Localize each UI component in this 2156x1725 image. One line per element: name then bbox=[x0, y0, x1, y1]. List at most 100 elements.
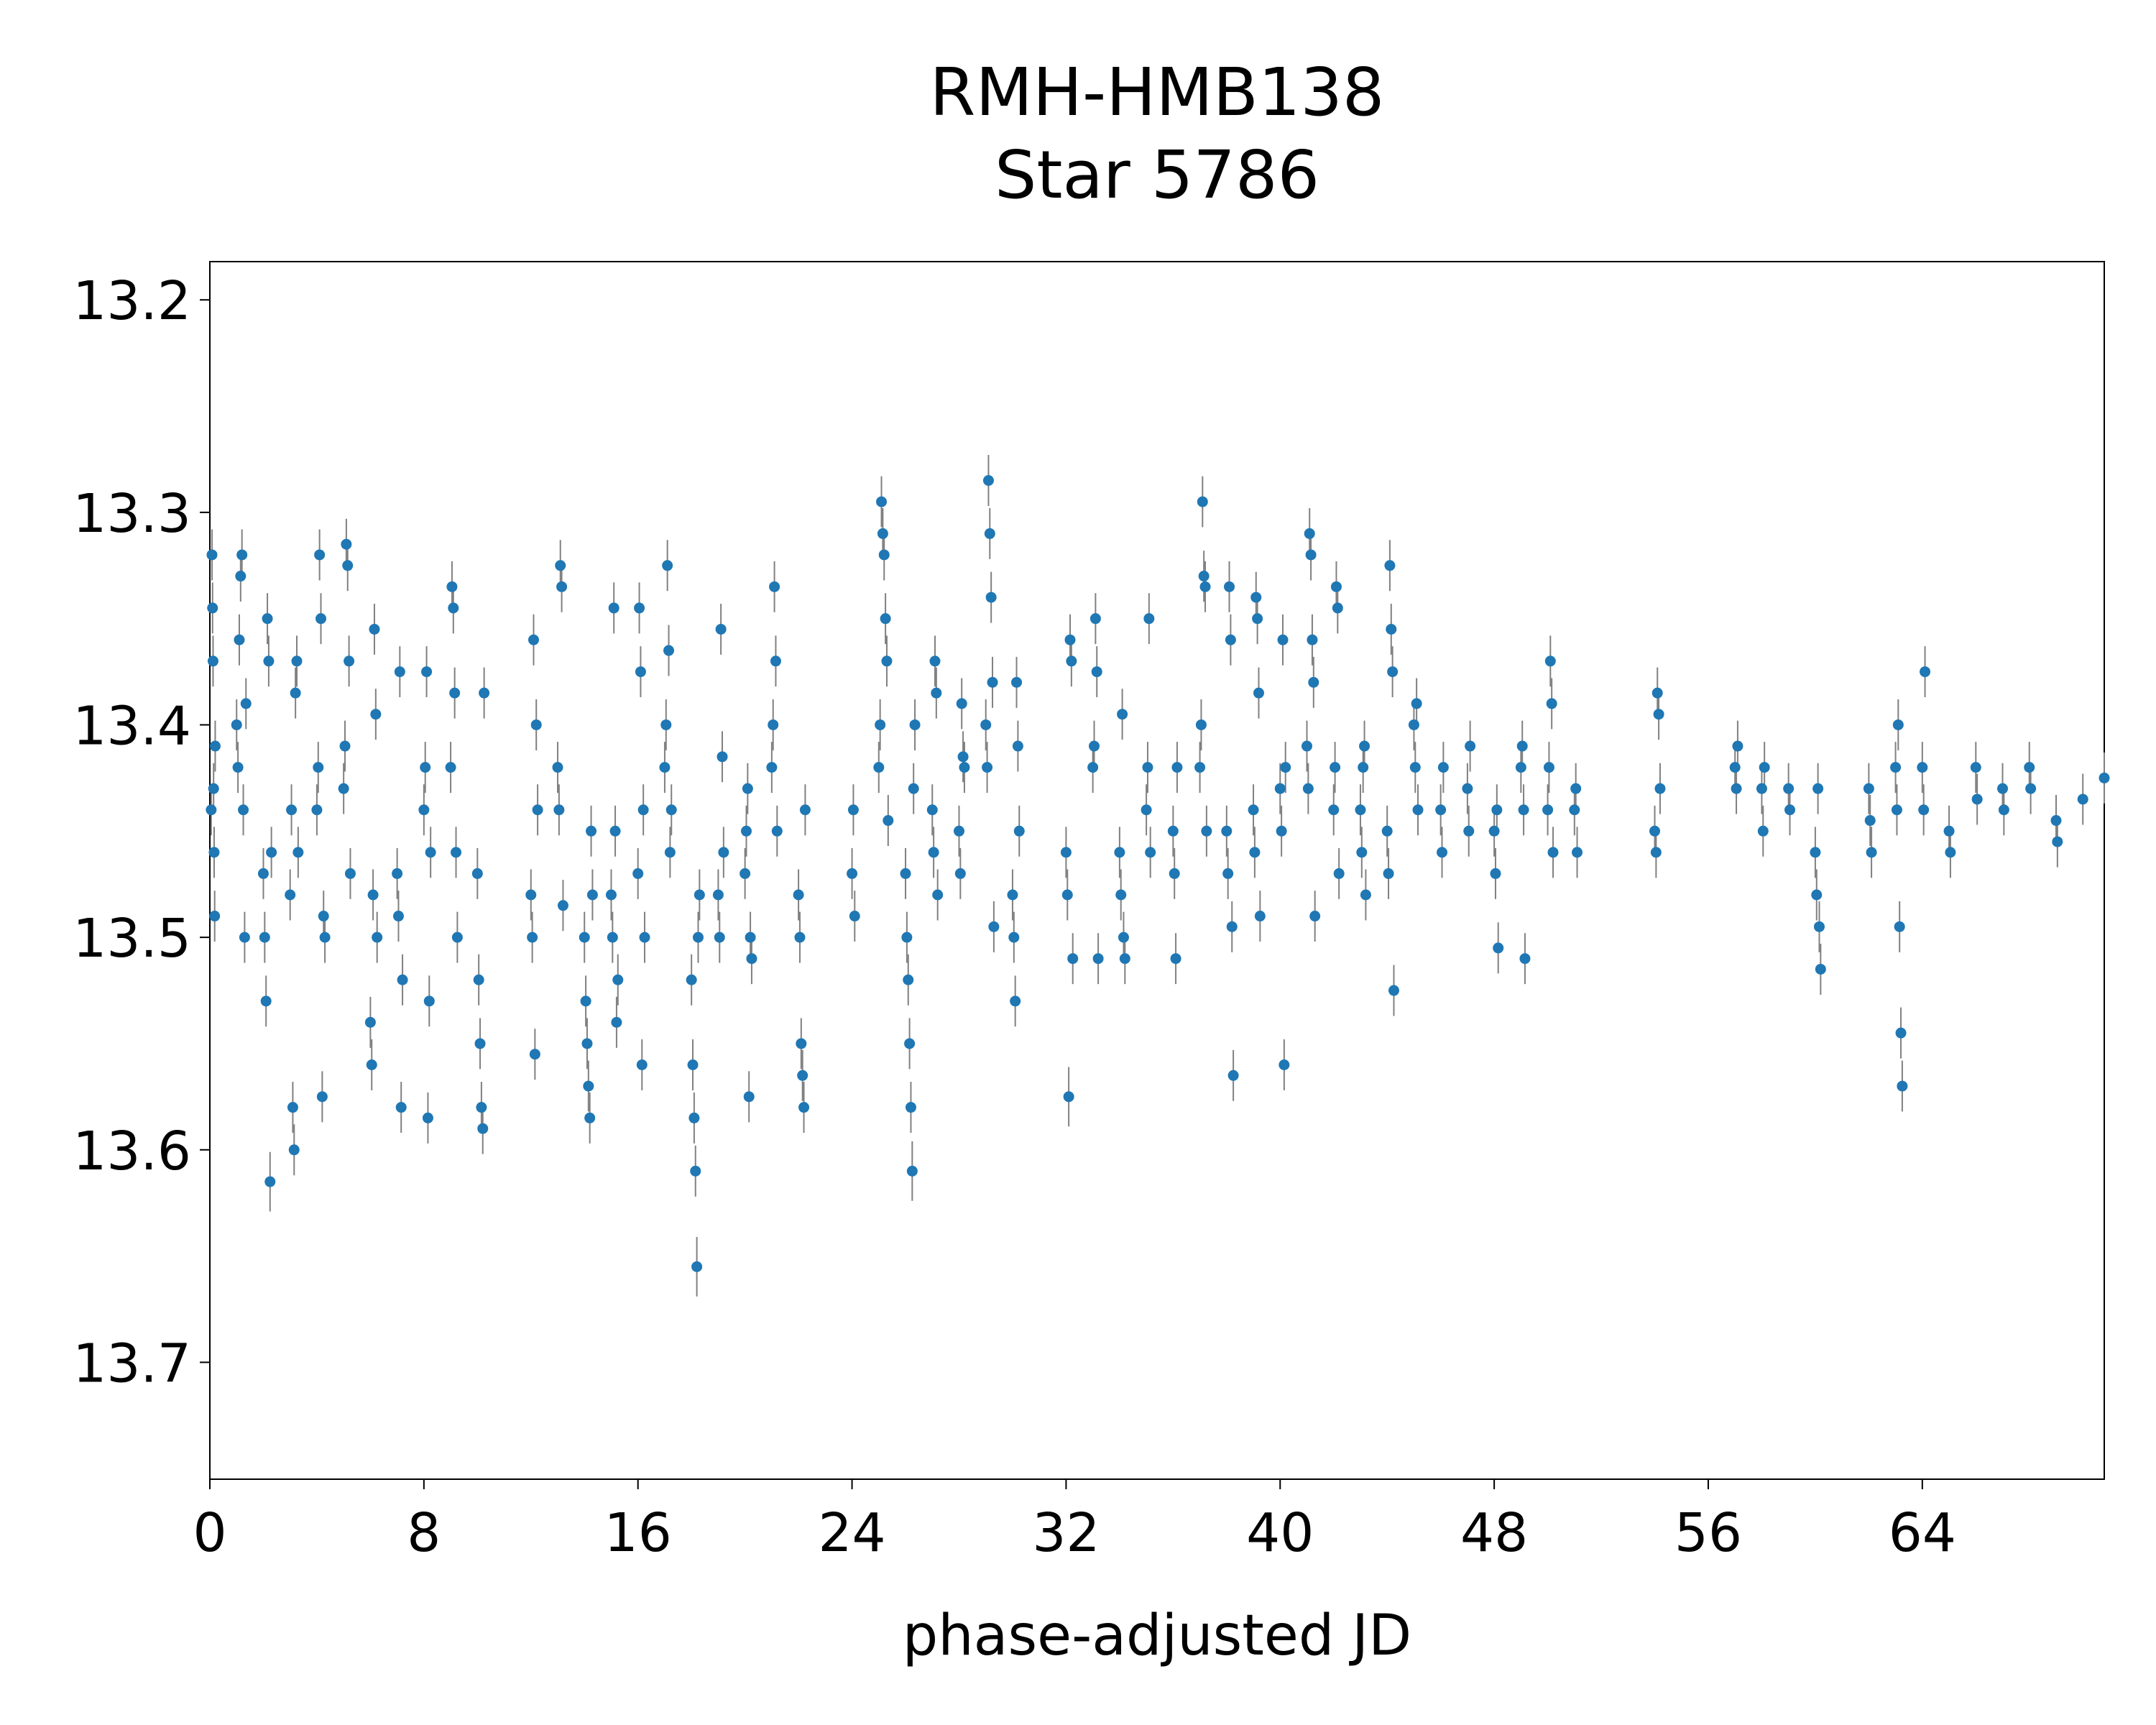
data-point bbox=[1227, 1070, 1239, 1081]
data-point bbox=[314, 549, 326, 561]
data-point bbox=[527, 932, 538, 943]
data-point bbox=[1167, 825, 1179, 837]
data-point bbox=[794, 932, 806, 943]
data-point bbox=[1008, 932, 1020, 943]
data-point bbox=[1971, 794, 1983, 805]
data-point bbox=[847, 868, 858, 879]
data-point bbox=[1248, 804, 1259, 816]
data-point bbox=[1358, 762, 1369, 773]
data-point bbox=[338, 783, 349, 794]
data-point bbox=[529, 1049, 540, 1060]
data-point bbox=[342, 560, 354, 571]
data-point bbox=[344, 868, 356, 879]
data-point bbox=[315, 613, 327, 625]
data-point bbox=[608, 602, 619, 614]
data-point bbox=[287, 1102, 298, 1113]
data-point bbox=[664, 847, 676, 858]
data-point bbox=[715, 623, 727, 635]
data-point bbox=[532, 804, 543, 816]
data-point bbox=[1572, 847, 1583, 858]
chart-title-line-1: RMH-HMB138 bbox=[930, 54, 1385, 131]
data-point bbox=[847, 804, 859, 816]
data-point bbox=[1277, 634, 1289, 645]
data-point bbox=[883, 815, 894, 827]
data-point bbox=[231, 719, 242, 730]
data-point bbox=[660, 719, 672, 730]
data-point bbox=[1435, 804, 1447, 816]
data-point bbox=[1815, 963, 1826, 975]
data-point bbox=[1518, 804, 1529, 816]
data-point bbox=[1115, 889, 1127, 901]
data-point bbox=[286, 804, 298, 816]
data-point bbox=[1252, 613, 1263, 625]
data-point bbox=[636, 1059, 648, 1071]
x-tick-label: 56 bbox=[1674, 1502, 1742, 1564]
data-point bbox=[530, 719, 542, 730]
data-point bbox=[928, 847, 939, 858]
data-point bbox=[1917, 762, 1928, 773]
data-point bbox=[1463, 825, 1475, 837]
data-point bbox=[1279, 1059, 1290, 1071]
data-point bbox=[665, 804, 677, 816]
data-point bbox=[1117, 709, 1128, 720]
data-point bbox=[418, 804, 430, 816]
data-point bbox=[1811, 889, 1823, 901]
data-point bbox=[344, 656, 355, 667]
data-point bbox=[1970, 762, 1981, 773]
data-point bbox=[956, 698, 967, 709]
y-tick-label: 13.2 bbox=[73, 270, 191, 332]
data-point bbox=[954, 868, 966, 879]
data-point bbox=[1198, 571, 1210, 582]
data-point bbox=[612, 974, 624, 985]
data-point bbox=[1516, 740, 1528, 752]
data-point bbox=[1651, 687, 1663, 699]
data-point bbox=[769, 581, 780, 592]
x-tick-label: 0 bbox=[193, 1502, 226, 1564]
data-point bbox=[208, 783, 219, 794]
data-point bbox=[740, 825, 752, 837]
data-point bbox=[984, 528, 995, 539]
data-point bbox=[259, 932, 270, 943]
x-axis-label: phase-adjusted JD bbox=[903, 1604, 1412, 1668]
data-point bbox=[1890, 762, 1902, 773]
data-point bbox=[553, 804, 565, 816]
data-point bbox=[1411, 698, 1422, 709]
data-point bbox=[1194, 762, 1206, 773]
x-tick-label: 24 bbox=[818, 1502, 885, 1564]
data-point bbox=[906, 1165, 918, 1177]
data-point bbox=[663, 645, 675, 656]
data-point bbox=[1547, 847, 1559, 858]
data-point bbox=[797, 1070, 808, 1081]
data-point bbox=[557, 900, 568, 911]
data-point bbox=[931, 687, 942, 699]
data-point bbox=[316, 1091, 328, 1103]
data-point bbox=[369, 623, 380, 635]
data-point bbox=[634, 602, 645, 614]
data-point bbox=[206, 549, 218, 561]
data-point bbox=[339, 740, 351, 752]
data-point bbox=[1388, 985, 1399, 996]
data-point bbox=[209, 740, 221, 752]
data-point bbox=[422, 1112, 433, 1123]
data-point bbox=[1386, 623, 1397, 635]
data-point bbox=[1895, 1027, 1907, 1039]
data-point bbox=[288, 1144, 300, 1156]
data-point bbox=[1387, 666, 1399, 678]
data-point bbox=[473, 974, 484, 985]
data-point bbox=[1253, 687, 1264, 699]
data-point bbox=[1250, 592, 1262, 603]
data-point bbox=[207, 602, 218, 614]
data-point bbox=[1201, 825, 1212, 837]
data-point bbox=[207, 656, 218, 667]
data-point bbox=[318, 911, 329, 922]
data-point bbox=[1089, 740, 1100, 752]
data-point bbox=[771, 825, 783, 837]
errorbars-layer bbox=[210, 455, 2105, 1297]
data-point bbox=[688, 1112, 700, 1123]
data-point bbox=[957, 751, 969, 763]
data-point bbox=[372, 932, 383, 943]
data-point bbox=[959, 762, 970, 773]
data-point bbox=[1998, 804, 2009, 816]
data-point bbox=[692, 932, 704, 943]
data-point bbox=[420, 762, 431, 773]
